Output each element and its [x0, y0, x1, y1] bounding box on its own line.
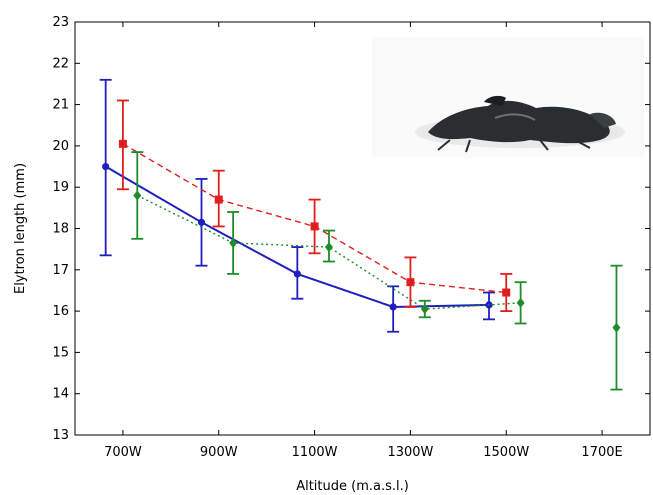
- data-point: [516, 297, 525, 308]
- y-axis-title: Elytron length (mm): [13, 163, 28, 294]
- beetle-photo: [372, 38, 644, 158]
- data-point: [229, 237, 238, 248]
- y-tick-label: 21: [52, 98, 69, 113]
- y-tick-label: 15: [52, 345, 69, 360]
- data-point: [502, 288, 511, 297]
- x-axis-title: Altitude (m.a.s.l.): [296, 479, 409, 494]
- x-tick-label: 900W: [200, 445, 238, 460]
- y-tick-label: 16: [52, 304, 69, 319]
- data-point: [293, 270, 301, 278]
- x-tick-label: 1100W: [292, 445, 338, 460]
- data-point: [133, 190, 142, 201]
- y-tick-label: 22: [52, 56, 69, 71]
- series-2: [116, 99, 513, 313]
- data-point: [310, 222, 319, 231]
- y-tick-label: 18: [52, 222, 69, 237]
- series-3: [131, 151, 623, 391]
- series-line: [136, 194, 521, 310]
- x-tick-label: 700W: [104, 445, 142, 460]
- x-tick-label: 1700E: [581, 445, 622, 460]
- data-point: [324, 242, 333, 253]
- data-point: [389, 303, 397, 311]
- y-tick-label: 13: [52, 428, 69, 443]
- y-tick-label: 17: [52, 263, 69, 278]
- x-tick-label: 1300W: [387, 445, 433, 460]
- y-tick-label: 19: [52, 180, 69, 195]
- y-tick-label: 20: [52, 139, 69, 154]
- data-point: [406, 278, 415, 287]
- data-point: [420, 304, 429, 315]
- y-tick-label: 14: [52, 387, 69, 402]
- data-point: [612, 322, 621, 333]
- data-point: [214, 195, 223, 204]
- y-tick-label: 23: [52, 15, 69, 30]
- data-point: [197, 218, 206, 226]
- data-point: [118, 139, 127, 148]
- data-point: [102, 162, 110, 171]
- x-tick-label: 1500W: [483, 445, 529, 460]
